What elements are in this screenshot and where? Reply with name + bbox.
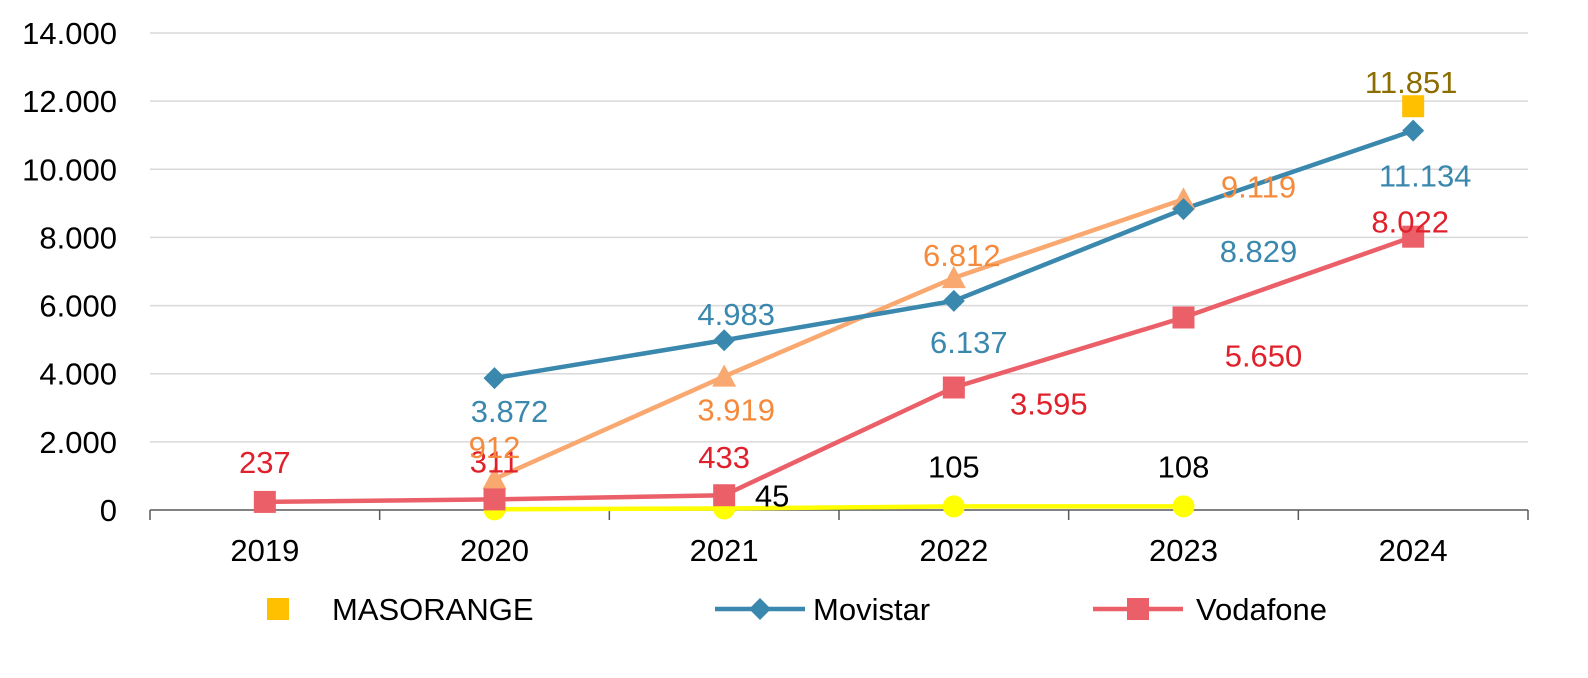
data-point-yoigo xyxy=(942,495,965,518)
data-label-movistar: 4.983 xyxy=(697,297,775,332)
data-point-vodafone xyxy=(942,376,965,399)
y-tick-label: 6.000 xyxy=(39,289,117,324)
x-tick-label: 2022 xyxy=(919,533,988,568)
data-label-vodafone: 5.650 xyxy=(1225,338,1303,373)
data-label-orange: 3.919 xyxy=(697,392,775,427)
data-label-vodafone: 311 xyxy=(470,444,519,479)
data-label-orange: 6.812 xyxy=(923,238,1001,273)
data-label-vodafone: 237 xyxy=(239,445,291,480)
x-tick-label: 2024 xyxy=(1379,533,1448,568)
data-label-masorange: 11.851 xyxy=(1365,65,1458,100)
data-point-orange xyxy=(482,466,507,490)
legend-marker-vodafone xyxy=(1127,598,1149,620)
data-point-movistar xyxy=(942,289,965,312)
data-label-vodafone: 3.595 xyxy=(1010,387,1088,422)
data-point-movistar xyxy=(483,367,506,390)
legend-label-masorange: MASORANGE xyxy=(332,592,534,627)
y-tick-label: 12.000 xyxy=(22,84,117,119)
data-label-yoigo: 45 xyxy=(755,478,789,513)
x-tick-label: 2019 xyxy=(230,533,299,568)
y-tick-label: 0 xyxy=(100,493,117,528)
y-tick-label: 4.000 xyxy=(39,357,117,392)
legend-label-vodafone: Vodafone xyxy=(1196,592,1327,627)
x-tick-label: 2023 xyxy=(1149,533,1218,568)
data-label-movistar: 11.134 xyxy=(1379,159,1472,194)
x-tick-label: 2021 xyxy=(690,533,759,568)
legend-label-movistar: Movistar xyxy=(813,592,930,627)
x-tick-label: 2020 xyxy=(460,533,529,568)
y-tick-label: 10.000 xyxy=(22,152,117,187)
data-point-yoigo xyxy=(1172,495,1195,518)
series-line-orange xyxy=(493,197,1185,481)
legend-marker-movistar xyxy=(749,598,771,620)
data-label-orange: 912 xyxy=(469,430,521,465)
data-point-vodafone xyxy=(1172,306,1195,329)
data-point-vodafone xyxy=(1402,225,1425,248)
data-point-vodafone xyxy=(253,490,276,513)
legend-marker-masorange xyxy=(267,598,289,620)
y-tick-label: 2.000 xyxy=(39,425,117,460)
data-label-yoigo: 108 xyxy=(1158,449,1210,484)
data-label-yoigo: 105 xyxy=(928,449,980,484)
data-point-movistar xyxy=(713,329,736,352)
data-point-masorange xyxy=(1402,95,1425,118)
data-point-movistar xyxy=(1172,198,1195,221)
data-label-vodafone: 8.022 xyxy=(1371,205,1449,240)
data-point-vodafone xyxy=(483,488,506,511)
data-point-orange xyxy=(941,265,966,289)
data-label-vodafone: 433 xyxy=(698,440,750,475)
series-line-vodafone xyxy=(264,234,1414,505)
data-label-orange: 9.119 xyxy=(1221,169,1296,204)
data-label-movistar: 3.872 xyxy=(471,394,549,429)
data-label-movistar: 8.829 xyxy=(1220,234,1298,269)
y-tick-label: 14.000 xyxy=(22,16,117,51)
data-point-vodafone xyxy=(713,484,736,507)
data-label-movistar: 6.137 xyxy=(930,325,1008,360)
series-line-yoigo xyxy=(494,504,1184,512)
data-point-movistar xyxy=(1402,119,1425,142)
data-point-orange xyxy=(712,364,737,387)
y-tick-label: 8.000 xyxy=(39,220,117,255)
